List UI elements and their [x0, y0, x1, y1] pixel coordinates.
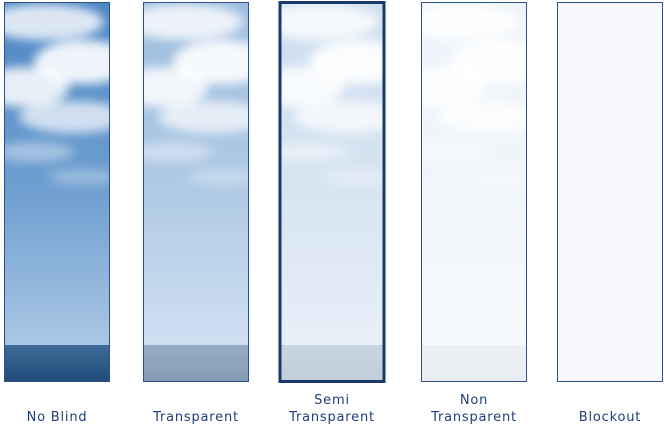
- option-transparent[interactable]: Transparent: [118, 2, 273, 425]
- option-label: No Blind: [27, 410, 88, 425]
- option-non-transparent[interactable]: Non Transparent: [396, 2, 551, 425]
- option-no-blind[interactable]: No Blind: [0, 2, 134, 425]
- option-label: Blockout: [579, 410, 641, 425]
- option-semi-transparent[interactable]: Semi Transparent: [254, 2, 409, 425]
- option-label: Non: [460, 393, 488, 408]
- option-label: Transparent: [152, 410, 239, 425]
- option-label: Semi: [314, 393, 350, 408]
- option-blockout[interactable]: Blockout: [557, 2, 663, 425]
- option-label: Transparent: [430, 410, 517, 425]
- option-label: Transparent: [288, 410, 375, 425]
- blind-selector: No Blind Transparent Semi Transparent No…: [0, 0, 664, 432]
